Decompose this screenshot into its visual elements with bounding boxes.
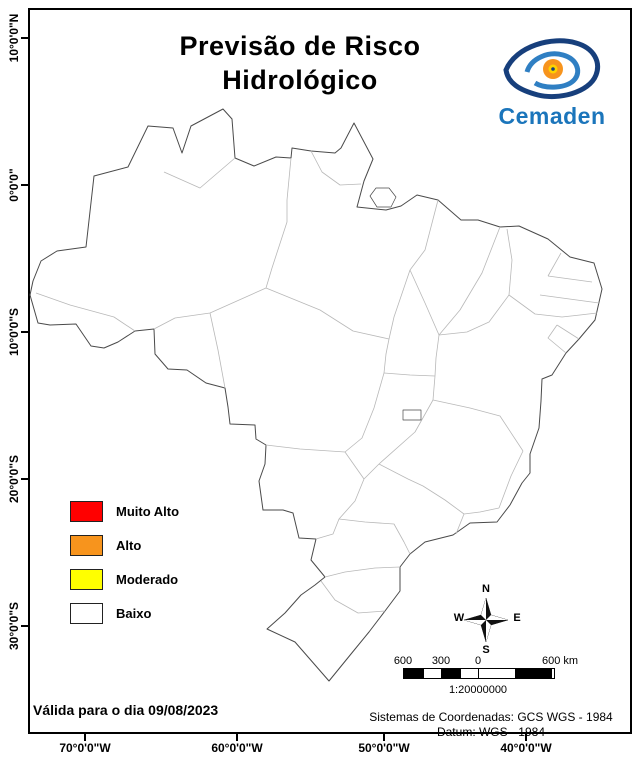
datum-text: Datum: WGS - 1984 bbox=[436, 725, 546, 739]
scale-seg bbox=[515, 669, 552, 678]
coordinate-system-note: Sistemas de Coordenadas: GCS WGS - 1984 … bbox=[352, 710, 630, 740]
lon-label-70w: 70°0'0"W bbox=[59, 741, 111, 755]
tick-50w bbox=[383, 734, 385, 741]
tick-30s bbox=[21, 625, 28, 627]
scale-seg bbox=[404, 669, 423, 678]
compass-s: S bbox=[482, 644, 490, 656]
tick-10s bbox=[21, 331, 28, 333]
page-title-line1: Previsão de Risco bbox=[179, 31, 421, 61]
scale-seg bbox=[423, 669, 441, 678]
legend-label-baixo: Baixo bbox=[116, 606, 152, 621]
tick-60w bbox=[236, 734, 238, 741]
legend-item-moderado: Moderado bbox=[70, 569, 179, 590]
legend-swatch-alto bbox=[70, 535, 103, 556]
legend-swatch-moderado bbox=[70, 569, 103, 590]
cemaden-logo: Cemaden bbox=[478, 34, 626, 130]
scale-label-600km: 600 km bbox=[541, 655, 579, 667]
page-title-line2: Hidrológico bbox=[222, 64, 378, 95]
tick-0 bbox=[21, 184, 28, 186]
compass-e: E bbox=[513, 612, 521, 624]
tick-10n bbox=[21, 37, 28, 39]
lon-label-50w: 50°0'0"W bbox=[358, 741, 410, 755]
lon-label-60w: 60°0'0"W bbox=[211, 741, 263, 755]
legend-swatch-muito-alto bbox=[70, 501, 103, 522]
tick-40w bbox=[525, 734, 527, 741]
legend-label-moderado: Moderado bbox=[116, 572, 179, 587]
risk-legend: Muito Alto Alto Moderado Baixo bbox=[70, 501, 179, 637]
tick-20s bbox=[21, 478, 28, 480]
scale-seg bbox=[460, 669, 478, 678]
compass-n: N bbox=[482, 583, 490, 595]
scale-label-0: 0 bbox=[474, 655, 482, 667]
tick-70w bbox=[84, 734, 86, 741]
cemaden-logo-text: Cemaden bbox=[498, 103, 606, 129]
legend-swatch-baixo bbox=[70, 603, 103, 624]
page-title: Previsão de Risco Hidrológico bbox=[110, 30, 490, 98]
scale-label-600-left: 600 bbox=[393, 655, 413, 667]
validity-date: Válida para o dia 09/08/2023 bbox=[33, 702, 219, 718]
compass-w: W bbox=[453, 612, 465, 624]
scale-ratio: 1:20000000 bbox=[448, 684, 508, 696]
scale-seg bbox=[441, 669, 460, 678]
legend-label-muito-alto: Muito Alto bbox=[116, 504, 180, 519]
legend-item-alto: Alto bbox=[70, 535, 179, 556]
legend-item-muito-alto: Muito Alto bbox=[70, 501, 179, 522]
scale-bar bbox=[403, 668, 555, 679]
cemaden-eye-icon bbox=[503, 38, 601, 100]
scale-seg bbox=[478, 669, 515, 678]
coordinate-system-text: Sistemas de Coordenadas: GCS WGS - 1984 bbox=[369, 710, 613, 724]
legend-label-alto: Alto bbox=[116, 538, 142, 553]
lon-label-40w: 40°0'0"W bbox=[500, 741, 552, 755]
legend-item-baixo: Baixo bbox=[70, 603, 179, 624]
scale-label-300: 300 bbox=[431, 655, 451, 667]
